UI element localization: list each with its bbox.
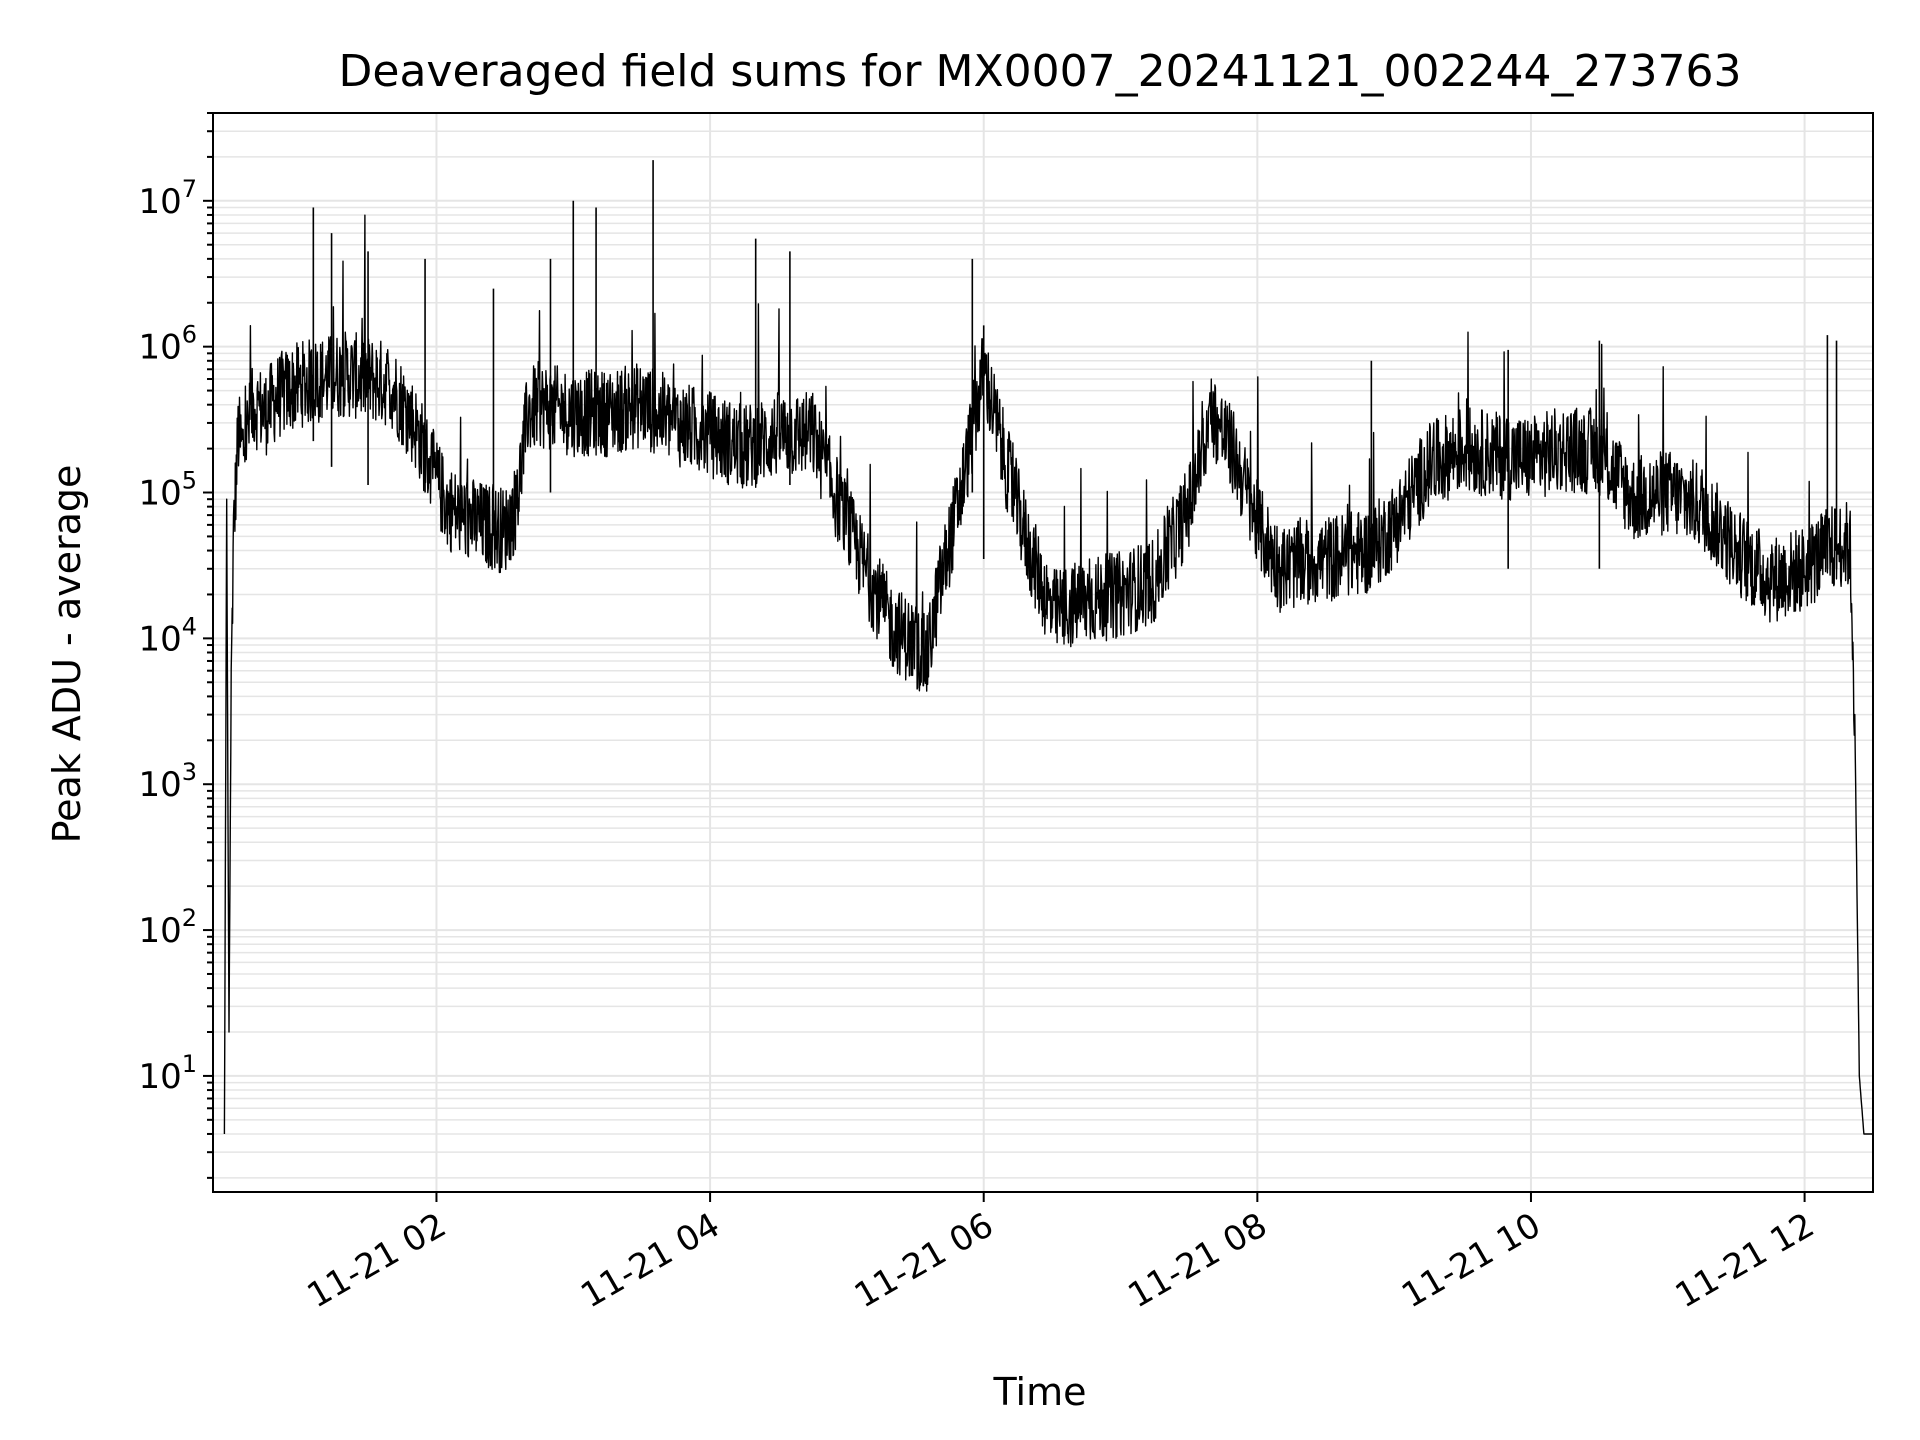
y-tick-label-exponent: 6 [182, 321, 197, 349]
x-tick-label: 11-21 02 [301, 1205, 453, 1316]
y-tick-label-exponent: 7 [182, 175, 197, 203]
y-tick-label-exponent: 1 [182, 1050, 197, 1078]
x-tick-label: 11-21 12 [1669, 1205, 1821, 1316]
y-axis-label: Peak ADU - average [45, 465, 89, 844]
y-tick-label: 107 [138, 175, 197, 222]
y-tick-label: 106 [138, 321, 197, 368]
grid [213, 112, 1873, 1192]
chart-title: Deaveraged field sums for MX0007_2024112… [339, 46, 1742, 97]
y-tick-label-exponent: 5 [182, 467, 197, 495]
x-tick-label: 11-21 08 [1121, 1205, 1273, 1316]
y-tick-label-base: 10 [138, 474, 181, 514]
y-tick-label-exponent: 4 [182, 612, 197, 640]
y-tick-label-base: 10 [138, 619, 181, 659]
y-tick-label-base: 10 [138, 328, 181, 368]
y-tick-label: 103 [138, 758, 197, 805]
y-tick-label: 102 [138, 904, 197, 951]
y-tick-label-exponent: 3 [182, 758, 197, 786]
x-tick-label: 11-21 06 [848, 1205, 1000, 1316]
y-tick-label-base: 10 [138, 765, 181, 805]
x-axis-label: Time [993, 1370, 1087, 1414]
y-tick-label: 105 [138, 467, 197, 514]
y-tick-label-base: 10 [138, 182, 181, 222]
y-tick-label-base: 10 [138, 911, 181, 951]
series-line [223, 214, 1874, 1135]
x-tick-label: 11-21 04 [574, 1205, 726, 1316]
y-tick-label-exponent: 2 [182, 904, 197, 932]
x-ticks: 11-21 02 11-21 04 11-21 06 11-21 08 11-21 10… [301, 1192, 1821, 1316]
y-tick-label-base: 10 [138, 1057, 181, 1097]
plot-area [223, 160, 1874, 1135]
y-tick-label: 104 [138, 612, 197, 659]
x-tick-label: 11-21 10 [1395, 1205, 1547, 1316]
y-tick-label: 101 [138, 1050, 197, 1097]
